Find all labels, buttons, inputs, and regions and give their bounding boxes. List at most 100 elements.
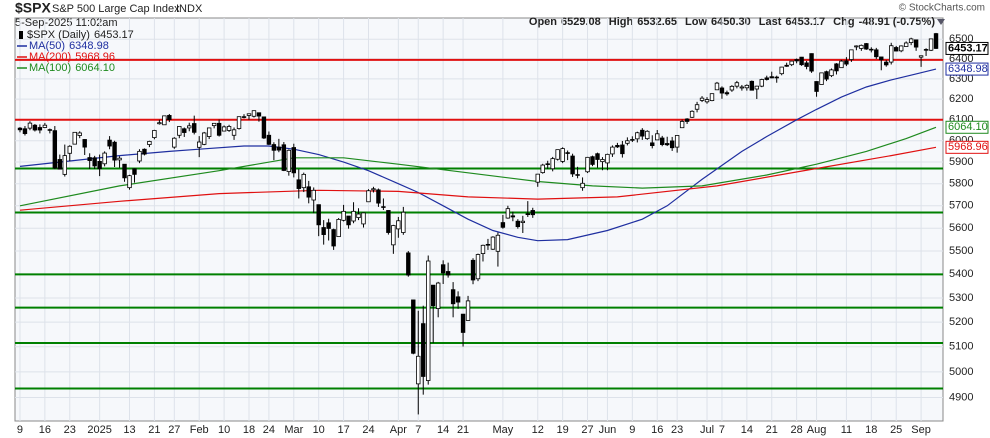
x-tick-label: 16 bbox=[651, 424, 663, 436]
symbol: $SPX bbox=[15, 0, 51, 16]
header: $SPX S&P 500 Large Cap Index INDX 5-Sep-… bbox=[15, 0, 985, 29]
stat-label: Low bbox=[685, 16, 707, 28]
candle-body bbox=[271, 144, 277, 151]
candle-body bbox=[704, 99, 710, 103]
candle-body bbox=[540, 164, 545, 174]
candle-body bbox=[455, 296, 461, 303]
candle-body bbox=[192, 123, 197, 133]
candle-body bbox=[550, 158, 555, 170]
candle-body bbox=[520, 220, 526, 223]
candle-body bbox=[361, 212, 366, 225]
stat-value: 6450.30 bbox=[711, 16, 751, 28]
candle-body bbox=[296, 179, 301, 189]
candle-body bbox=[406, 252, 411, 276]
candle-body bbox=[351, 210, 356, 222]
date: 5-Sep-2025 11:02am bbox=[15, 17, 118, 29]
candle-body bbox=[197, 141, 202, 148]
x-tick-label: 14 bbox=[437, 424, 449, 436]
candle-body bbox=[172, 137, 177, 148]
candle-body bbox=[211, 122, 217, 127]
candle-body bbox=[864, 43, 869, 50]
candle-body bbox=[286, 149, 292, 172]
x-tick-label: 10 bbox=[218, 424, 230, 436]
candle-body bbox=[774, 76, 779, 79]
candle-body bbox=[57, 159, 63, 170]
stat-label: Open bbox=[529, 16, 557, 28]
candle-body bbox=[664, 143, 670, 146]
candle-body bbox=[610, 146, 615, 155]
candle-body bbox=[918, 55, 924, 58]
candle-body bbox=[276, 146, 282, 151]
candle-body bbox=[640, 129, 645, 137]
candle-body bbox=[77, 132, 82, 136]
value-box-bg bbox=[945, 120, 989, 134]
candle-body bbox=[729, 85, 735, 91]
candle-body bbox=[386, 210, 391, 233]
y-tick-label: 6400 bbox=[949, 53, 973, 65]
candle-body bbox=[430, 284, 436, 307]
legend-value: 6453.17 bbox=[94, 29, 134, 41]
candle-body bbox=[903, 42, 909, 47]
candle-body bbox=[226, 126, 232, 131]
stat-label: Chg bbox=[833, 16, 854, 28]
candle-body bbox=[764, 77, 769, 80]
candle-body bbox=[714, 82, 720, 91]
value-box-label: 6064.10 bbox=[948, 121, 988, 133]
x-tick-label: 23 bbox=[64, 424, 76, 436]
x-tick-label: 14 bbox=[741, 424, 753, 436]
candle-body bbox=[928, 38, 934, 51]
candle-body bbox=[416, 355, 421, 385]
candle-body bbox=[331, 229, 336, 247]
y-tick-label: 6300 bbox=[949, 73, 973, 85]
candle-body bbox=[465, 300, 471, 321]
candle-body bbox=[92, 157, 97, 167]
candle-body bbox=[187, 125, 192, 129]
value-box: 5968.96 bbox=[945, 140, 989, 154]
candle-body bbox=[889, 45, 894, 63]
candle-body bbox=[316, 204, 321, 226]
candle-body bbox=[142, 148, 147, 155]
x-tick-label: 12 bbox=[532, 424, 544, 436]
x-tick-label: 7 bbox=[415, 424, 421, 436]
candle-body bbox=[625, 140, 630, 144]
candle-body bbox=[679, 121, 685, 129]
candle-body bbox=[660, 137, 665, 145]
x-tick-label: 24 bbox=[263, 424, 275, 436]
legend-label: MA(50) bbox=[29, 40, 65, 52]
candle-body bbox=[894, 47, 899, 52]
y-tick-label: 5100 bbox=[949, 341, 973, 353]
candle-body bbox=[440, 264, 446, 274]
candle-body bbox=[107, 139, 112, 147]
candle-body bbox=[117, 157, 122, 161]
candle-body bbox=[600, 159, 605, 163]
x-tick-label: 24 bbox=[362, 424, 374, 436]
candle-body bbox=[809, 53, 814, 72]
candle-body bbox=[739, 86, 745, 89]
candle-body bbox=[32, 124, 38, 131]
candle-body bbox=[500, 222, 506, 228]
y-tick-label: 5400 bbox=[949, 268, 973, 280]
candle-body bbox=[421, 323, 426, 377]
candle-body bbox=[221, 126, 227, 132]
candle-body bbox=[879, 56, 884, 61]
candle-body bbox=[167, 115, 172, 120]
candle-body bbox=[595, 153, 600, 160]
legend-label: $SPX (Daily) bbox=[27, 29, 90, 41]
candle-body bbox=[157, 122, 162, 125]
candle-body bbox=[575, 174, 580, 176]
candle-body bbox=[545, 163, 550, 165]
candle-body bbox=[445, 271, 451, 276]
candle-body bbox=[844, 60, 849, 65]
candle-body bbox=[874, 49, 879, 58]
candle-body bbox=[147, 140, 152, 145]
candle-body bbox=[759, 79, 764, 87]
y-tick-label: 5900 bbox=[949, 156, 973, 168]
x-tick-label: 9 bbox=[17, 424, 23, 436]
candle-body bbox=[241, 116, 247, 118]
candle-body bbox=[236, 116, 242, 129]
candle-body bbox=[311, 189, 316, 201]
candle-body bbox=[396, 220, 401, 230]
candle-body bbox=[281, 144, 287, 171]
